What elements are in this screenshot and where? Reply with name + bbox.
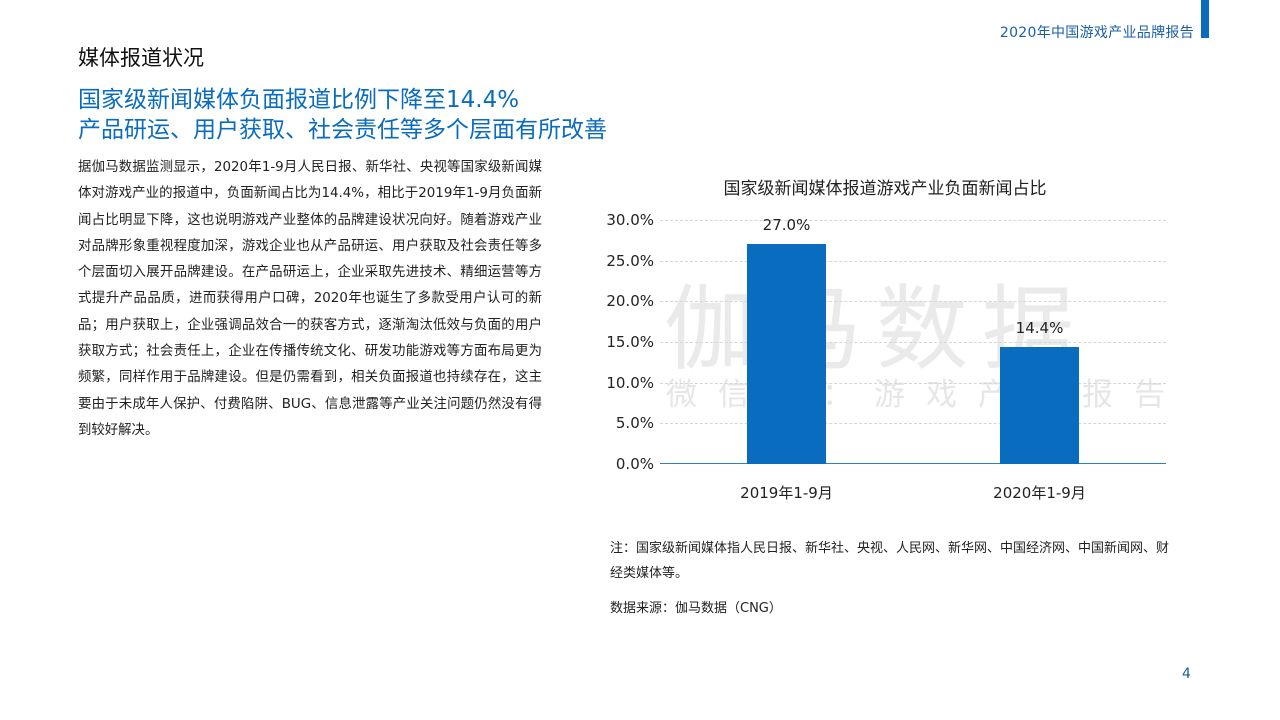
page-number: 4 bbox=[1182, 666, 1191, 682]
bar-chart: 国家级新闻媒体报道游戏产业负面新闻占比 0.0% 5.0% 10.0% 15.0% 20… bbox=[590, 170, 1180, 510]
gridline bbox=[660, 260, 1166, 262]
gridline bbox=[660, 382, 1166, 384]
x-axis-tick-label: 2020年1-9月 bbox=[993, 484, 1086, 502]
gridline bbox=[660, 423, 1166, 425]
chart-title: 国家级新闻媒体报道游戏产业负面新闻占比 bbox=[723, 179, 1047, 199]
gridline bbox=[660, 220, 1166, 221]
y-axis-tick-label: 5.0% bbox=[615, 414, 654, 433]
bar bbox=[747, 244, 826, 464]
gridline bbox=[660, 342, 1166, 343]
y-axis-tick-label: 0.0% bbox=[615, 455, 654, 473]
headline: 国家级新闻媒体负面报道比例下降至14.4% 产品研运、用户获取、社会责任等多个层… bbox=[78, 85, 607, 145]
data-source: 数据来源：伽马数据（CNG） bbox=[610, 601, 782, 616]
headline-line-2: 产品研运、用户获取、社会责任等多个层面有所改善 bbox=[78, 117, 607, 143]
bar-value-label: 27.0% bbox=[762, 216, 811, 235]
y-axis-tick-label: 10.0% bbox=[606, 373, 654, 392]
bar-value-label: 14.4% bbox=[1015, 318, 1064, 337]
bar bbox=[1000, 346, 1079, 464]
x-axis-tick-label: 2019年1-9月 bbox=[740, 484, 833, 502]
report-title: 2020年中国游戏产业品牌报告 bbox=[999, 25, 1194, 41]
section-title: 媒体报道状况 bbox=[78, 46, 204, 70]
plot-area: 0.0% 5.0% 10.0% 15.0% 20.0% 25.0% 30.0% 27.0% 20… bbox=[606, 211, 1166, 502]
body-paragraph: 据伽马数据监测显示，2020年1-9月人民日报、新华社、央视等国家级新闻媒体对游… bbox=[78, 160, 542, 438]
footnote: 注：国家级新闻媒体指人民日报、新华社、央视、人民网、新华网、中国经济网、中国新闻… bbox=[610, 541, 1170, 581]
headline-line-1: 国家级新闻媒体负面报道比例下降至14.4% bbox=[78, 87, 520, 113]
brand-accent-bar bbox=[1201, 0, 1209, 38]
x-axis-line bbox=[660, 463, 1166, 464]
y-axis-tick-label: 15.0% bbox=[606, 333, 654, 351]
y-axis-tick-label: 20.0% bbox=[606, 292, 654, 311]
gridline bbox=[660, 301, 1166, 303]
y-axis-tick-label: 25.0% bbox=[606, 251, 654, 270]
y-axis-tick-label: 30.0% bbox=[606, 211, 654, 229]
